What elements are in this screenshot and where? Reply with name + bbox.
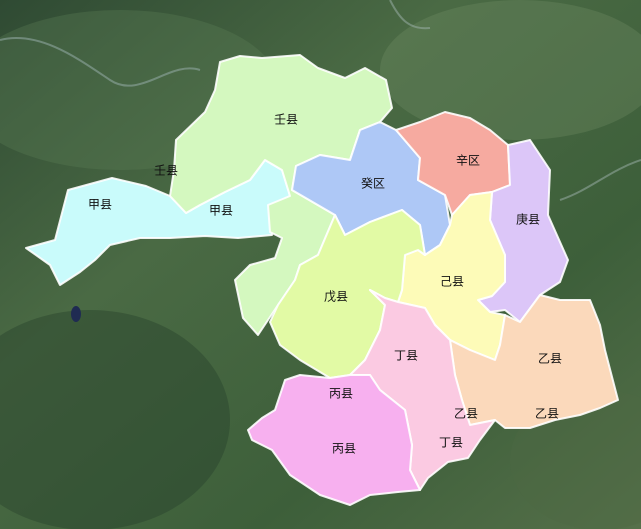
- terrain-patch: [380, 0, 641, 140]
- region-bing-county[interactable]: [247, 374, 421, 506]
- label-bing-county-upper: 丙县: [328, 386, 354, 401]
- label-yi-county-lower: 乙县: [534, 406, 560, 421]
- label-yi-county-middle: 乙县: [453, 406, 479, 421]
- label-ren-county: 壬县: [273, 112, 299, 127]
- label-jia-county-east: 甲县: [208, 203, 234, 218]
- river: [389, 0, 431, 30]
- label-wu-county: 戊县: [323, 289, 349, 304]
- label-yi-county-upper: 乙县: [537, 351, 563, 366]
- river: [0, 37, 201, 87]
- river: [559, 159, 641, 201]
- label-jia-county-west: 甲县: [87, 197, 113, 212]
- label-xin-district: 辛区: [455, 153, 481, 168]
- label-ren-county-small: 壬县: [153, 163, 179, 178]
- label-geng-county: 庚县: [515, 212, 541, 227]
- region-yi-county[interactable]: [449, 294, 619, 429]
- lake: [71, 306, 81, 322]
- label-ding-county-lower: 丁县: [438, 435, 464, 450]
- label-ji-county: 己县: [439, 274, 465, 289]
- label-ding-county-upper: 丁县: [393, 348, 419, 363]
- terrain-patch: [0, 310, 230, 529]
- label-bing-county-lower: 丙县: [331, 441, 357, 456]
- label-gui-district: 癸区: [360, 176, 386, 191]
